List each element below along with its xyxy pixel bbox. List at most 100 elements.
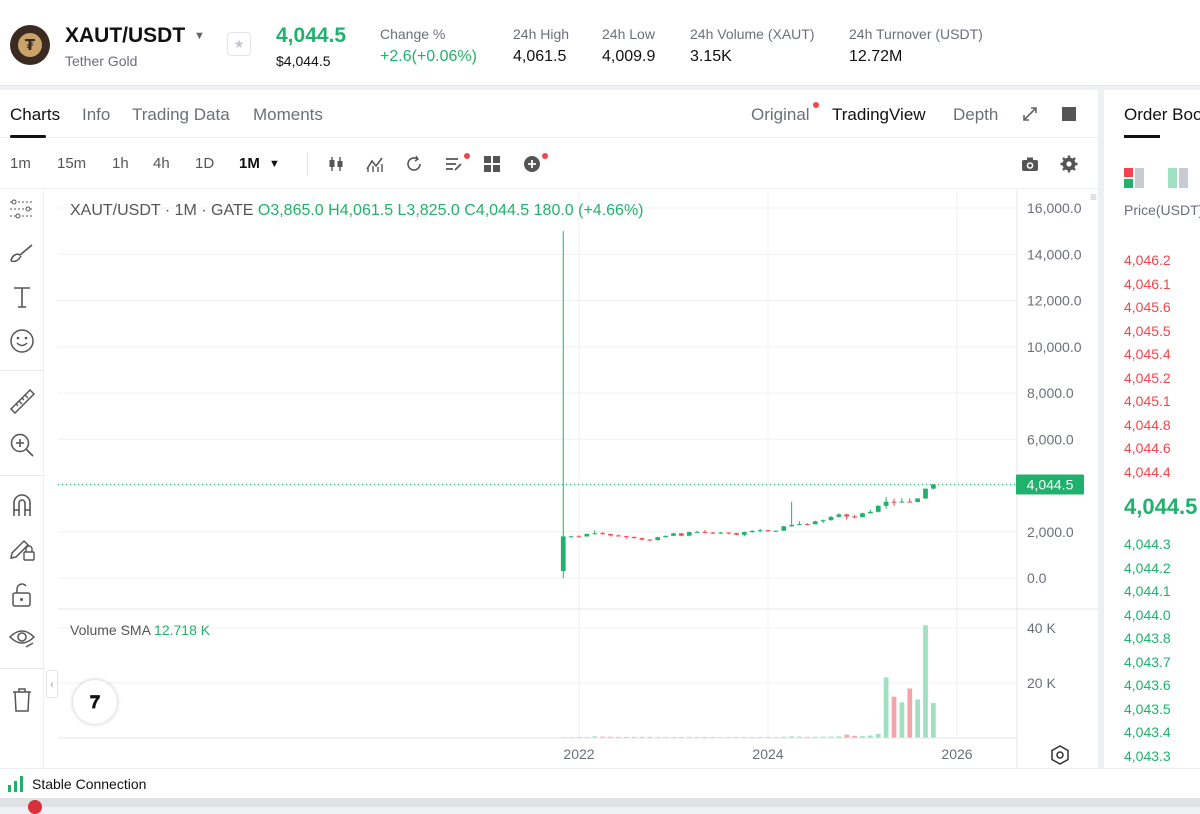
ruler-icon[interactable] — [6, 385, 38, 417]
volume-bar — [805, 736, 810, 738]
favorite-star-icon[interactable]: ★ — [227, 32, 251, 56]
indicators-icon[interactable] — [359, 148, 391, 180]
add-plus-icon[interactable] — [516, 148, 548, 180]
interval-1m[interactable]: 1m — [10, 155, 31, 172]
lock-drawing-icon[interactable] — [6, 533, 38, 565]
notification-dot — [464, 153, 470, 159]
volume-bar — [592, 736, 598, 738]
view-original[interactable]: Original — [751, 105, 810, 124]
order-book-mid-price: 4,044.5 — [1124, 494, 1198, 519]
delete-trash-icon[interactable] — [6, 684, 38, 716]
volume-bar — [639, 736, 645, 738]
candle-body — [576, 536, 582, 538]
bid-price-row[interactable]: 4,043.6 — [1124, 677, 1171, 693]
order-book-price-header: Price(USDT) — [1124, 202, 1200, 218]
candle-body — [820, 520, 826, 522]
bid-price-row[interactable]: 4,043.7 — [1124, 653, 1171, 670]
ask-price-row[interactable]: 4,045.1 — [1124, 393, 1171, 409]
magnet-icon[interactable] — [6, 489, 38, 521]
text-tool-icon[interactable] — [6, 281, 38, 313]
ask-price-row[interactable]: 4,045.4 — [1124, 346, 1171, 362]
bid-price-row[interactable]: 4,044.2 — [1124, 559, 1171, 576]
view-tradingview[interactable]: TradingView — [832, 105, 926, 124]
interval-1h[interactable]: 1h — [112, 155, 129, 172]
candle-body — [560, 536, 566, 572]
ask-price-row[interactable]: 4,044.4 — [1124, 463, 1171, 480]
bid-price-row[interactable]: 4,043.5 — [1124, 700, 1171, 717]
bid-price-row[interactable]: 4,043.3 — [1124, 747, 1171, 764]
layout-square-icon[interactable] — [1053, 98, 1085, 130]
bid-price-row[interactable]: 4,044.1 — [1124, 583, 1171, 599]
toolbar-divider — [0, 475, 44, 476]
interval-1d[interactable]: 1D — [195, 155, 215, 172]
fullscreen-icon[interactable] — [1014, 98, 1046, 130]
candle-body — [592, 533, 598, 535]
price-axis-label: 16,000.0 — [1027, 200, 1082, 216]
book-view-bids-icon[interactable] — [1168, 168, 1190, 193]
view-depth[interactable]: Depth — [953, 105, 999, 124]
book-view-both-icon[interactable] — [1124, 168, 1146, 193]
price-axis-label: 14,000.0 — [1027, 246, 1082, 262]
volume-bar — [844, 734, 850, 738]
status-bar: Stable Connection — [0, 768, 1200, 798]
interval-4h[interactable]: 4h — [153, 155, 170, 172]
trend-line-icon[interactable] — [6, 193, 38, 225]
ask-price-row[interactable]: 4,045.5 — [1124, 322, 1171, 339]
tradingview-logo-icon[interactable]: 𝟕 — [73, 680, 117, 724]
unlock-icon[interactable] — [6, 579, 38, 611]
tab-moments[interactable]: Moments — [253, 105, 323, 124]
volume-axis-label: 20 K — [1027, 675, 1056, 691]
settings-gear-icon[interactable] — [1053, 148, 1085, 180]
pair-symbol[interactable]: XAUT/USDT — [65, 24, 186, 47]
stat-label: 24h High — [513, 26, 570, 42]
ask-price-row[interactable]: 4,045.2 — [1124, 369, 1171, 386]
price-axis-label: 2,000.0 — [1027, 524, 1074, 540]
emoji-icon[interactable] — [6, 325, 38, 357]
layout-grid-icon[interactable] — [476, 148, 508, 180]
bid-price-row[interactable]: 4,044.0 — [1124, 606, 1171, 623]
interval-1M[interactable]: 1M — [239, 155, 260, 172]
visibility-eye-icon[interactable] — [6, 622, 38, 654]
ask-price-row[interactable]: 4,045.6 — [1124, 299, 1171, 315]
tab-info[interactable]: Info — [82, 105, 111, 124]
panel-resize-handle[interactable]: ≡ — [1090, 190, 1098, 204]
order-book-title[interactable]: Order Book — [1124, 105, 1200, 124]
candle-body — [852, 516, 857, 518]
ask-price-row[interactable]: 4,044.8 — [1124, 416, 1171, 433]
chart-settings-hex-icon[interactable] — [1049, 744, 1071, 771]
candle-type-icon[interactable] — [320, 148, 352, 180]
candle-body — [812, 521, 818, 525]
camera-icon[interactable] — [1014, 148, 1046, 180]
candle-body — [883, 501, 889, 506]
zoom-in-icon[interactable] — [6, 429, 38, 461]
replay-icon[interactable] — [398, 148, 430, 180]
volume-bar — [686, 736, 692, 738]
candle-body — [836, 514, 842, 517]
time-axis-label: 2026 — [941, 746, 972, 762]
interval-15m[interactable]: 15m — [57, 155, 87, 172]
toolbar-divider — [0, 370, 44, 371]
volume-bar — [828, 736, 834, 738]
collapse-toolbar-button[interactable]: ‹ — [46, 670, 58, 698]
candle-body — [868, 511, 873, 514]
last-price-usd: $4,044.5 — [276, 53, 331, 69]
tether-gold-logo-icon: ₮ — [10, 25, 50, 65]
volume-bar — [883, 677, 889, 738]
candle-body — [789, 524, 794, 527]
price-chart[interactable]: 16,000.0 14,000.0 12,000.0 10,000.0 8,000.0 6… — [0, 0, 1100, 770]
pair-dropdown-icon[interactable]: ▼ — [194, 30, 205, 42]
bid-price-row[interactable]: 4,043.4 — [1124, 724, 1171, 740]
bid-price-row[interactable]: 4,044.3 — [1124, 536, 1171, 552]
bid-price-row[interactable]: 4,043.8 — [1124, 630, 1171, 646]
candle-body — [702, 531, 708, 533]
volume-value: 12.718 K — [154, 622, 211, 638]
brush-icon[interactable] — [6, 237, 38, 269]
tab-charts[interactable]: Charts — [10, 105, 61, 124]
templates-icon[interactable] — [438, 148, 470, 180]
ask-price-row[interactable]: 4,044.6 — [1124, 440, 1171, 456]
ask-price-row[interactable]: 4,046.1 — [1124, 275, 1171, 292]
ask-price-row[interactable]: 4,046.2 — [1124, 252, 1171, 268]
interval-dropdown-icon[interactable]: ▼ — [269, 158, 280, 170]
volume-bar — [836, 736, 842, 738]
tab-trading-data[interactable]: Trading Data — [132, 105, 230, 124]
